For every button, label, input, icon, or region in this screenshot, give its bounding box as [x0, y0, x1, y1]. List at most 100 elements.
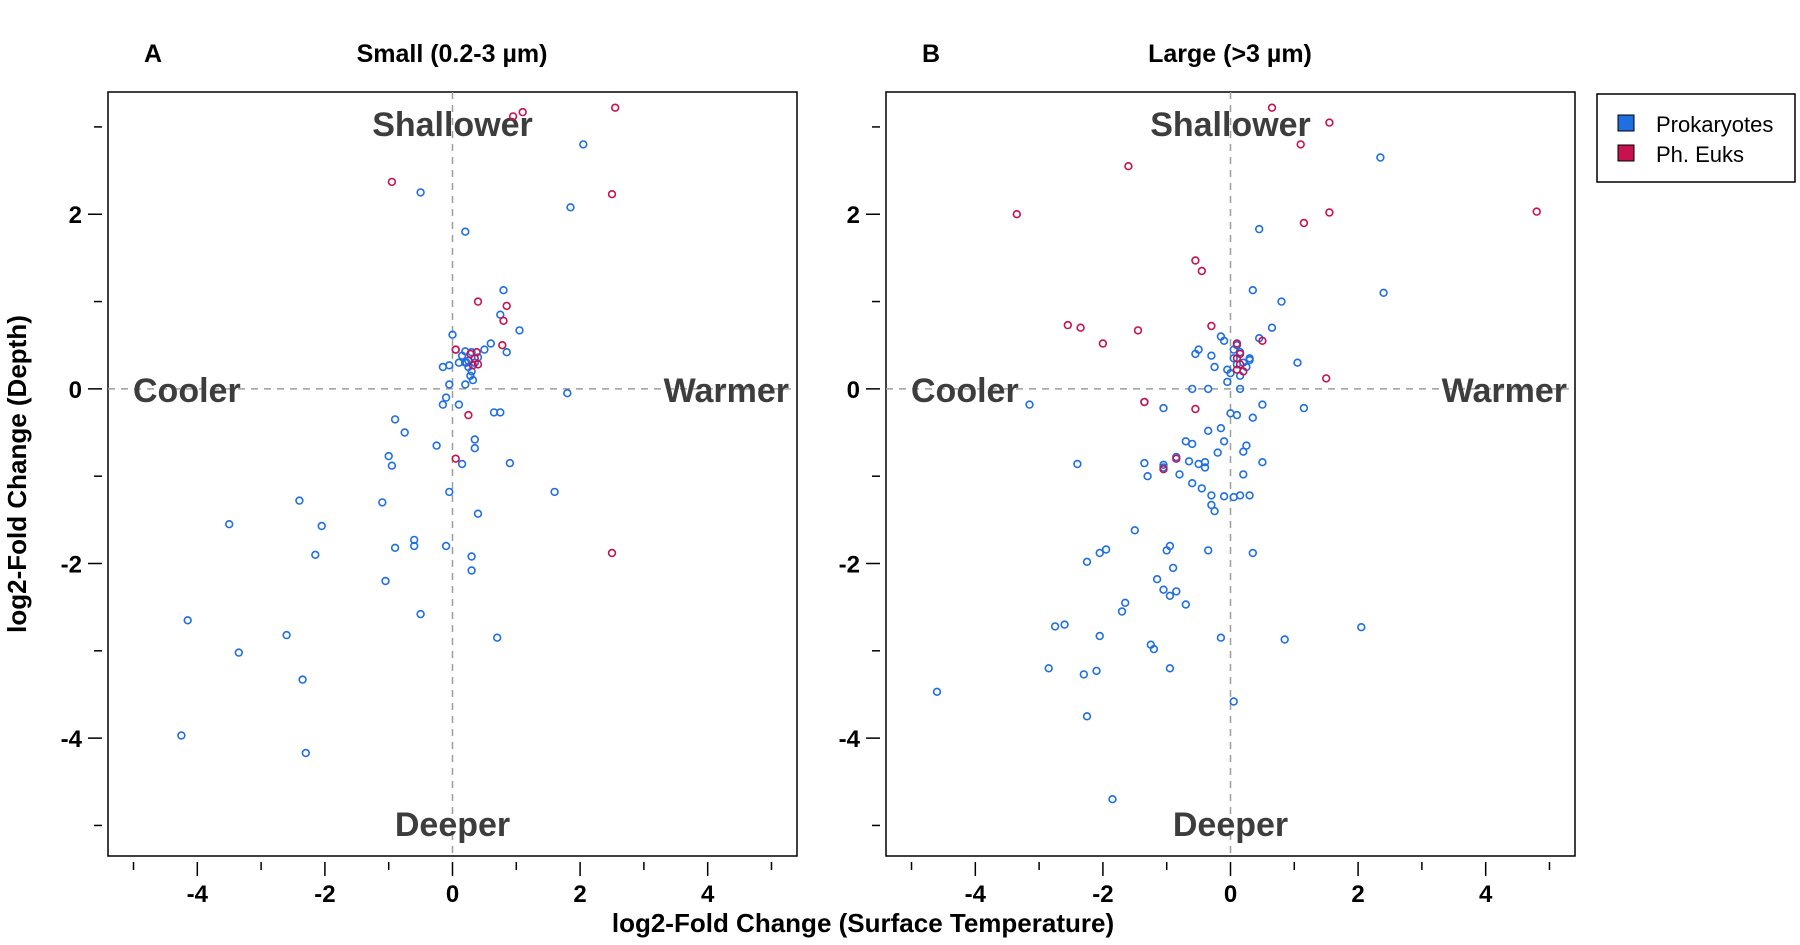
panel-title: Large (>3 µm): [1148, 40, 1312, 68]
data-point: [610, 103, 620, 112]
legend-swatch-prokaryotes: [1617, 114, 1635, 132]
data-point: [550, 487, 559, 497]
data-point: [470, 444, 479, 453]
data-point: [1165, 591, 1175, 600]
data-point: [1280, 635, 1289, 644]
data-point: [607, 190, 617, 199]
data-point: [390, 543, 400, 552]
data-point: [1267, 103, 1277, 112]
data-point: [1159, 460, 1168, 469]
data-point: [410, 541, 419, 551]
data-point: [468, 361, 478, 370]
quadrant-label-cooler: Cooler: [133, 372, 241, 410]
data-point: [1267, 323, 1277, 332]
data-point: [1235, 384, 1245, 394]
x-axis-title: log2-Fold Change (Surface Temperature): [612, 908, 1114, 938]
data-point: [1025, 400, 1034, 409]
data-point: [502, 348, 511, 357]
data-point: [384, 451, 393, 461]
data-point: [502, 301, 511, 311]
data-point: [1172, 454, 1181, 463]
data-point: [1187, 439, 1197, 449]
data-point: [1239, 470, 1248, 479]
data-point: [445, 380, 454, 389]
y-tick-label: -2: [61, 551, 82, 578]
data-point: [1143, 472, 1152, 481]
y-tick-label: 0: [847, 377, 860, 404]
data-point: [1082, 557, 1092, 566]
data-point: [1079, 670, 1089, 679]
data-point: [1277, 297, 1286, 306]
data-point: [1203, 384, 1213, 394]
data-point: [295, 496, 304, 505]
data-point: [1095, 548, 1104, 558]
data-point: [1191, 349, 1200, 359]
data-point: [416, 188, 425, 197]
data-point: [1258, 458, 1267, 467]
y-tick-label: -4: [839, 726, 861, 753]
data-point: [1293, 358, 1302, 367]
data-point: [1232, 410, 1242, 420]
data-point: [480, 345, 489, 354]
legend: Prokaryotes Ph. Euks: [1596, 93, 1796, 183]
data-point: [1223, 377, 1232, 387]
data-point: [234, 648, 244, 657]
data-point: [499, 286, 508, 295]
x-tick-label: -2: [1092, 881, 1113, 908]
x-tick-label: -2: [314, 881, 335, 908]
data-point: [1162, 546, 1171, 555]
data-point: [1168, 563, 1178, 573]
x-tick-label: 0: [446, 881, 459, 908]
data-point: [387, 461, 397, 470]
data-point: [1108, 794, 1117, 804]
panel-b: -4 -2 0 2 4 -4 -2 0 2 B Large (>3 µm) Shallower Deep…: [839, 40, 1576, 908]
data-point: [1210, 506, 1219, 516]
panel-a: -4 -2 0 2 4 -4 -2 0 2 A Small (0.2-3 µm) Shallower D…: [61, 40, 798, 908]
data-point: [1258, 400, 1267, 409]
legend-label-prokaryotes: Prokaryotes: [1656, 112, 1773, 137]
data-point: [432, 441, 441, 450]
data-point: [461, 227, 470, 236]
data-point: [1219, 492, 1229, 501]
data-point: [464, 410, 473, 420]
data-point: [566, 203, 575, 212]
data-point: [1073, 459, 1082, 469]
data-point: [441, 393, 451, 402]
data-point: [1532, 207, 1541, 216]
data-point: [378, 498, 387, 507]
data-point: [1325, 208, 1334, 217]
data-point: [1130, 526, 1140, 535]
quadrant-label-deeper: Deeper: [395, 806, 510, 844]
y-tick-label: -4: [61, 726, 83, 753]
data-point: [454, 400, 464, 409]
data-point: [1232, 339, 1242, 348]
data-point: [1235, 491, 1245, 500]
legend-label-ph-euks: Ph. Euks: [1656, 142, 1744, 167]
data-point: [1197, 266, 1207, 276]
quadrant-label-warmer: Warmer: [664, 372, 789, 410]
data-point: [1076, 323, 1085, 332]
data-point: [1200, 458, 1210, 467]
quadrant-label-shallower: Shallower: [1150, 106, 1311, 144]
data-point: [461, 380, 470, 389]
data-point: [1258, 336, 1267, 345]
data-point: [1159, 465, 1168, 474]
data-point: [177, 731, 186, 740]
series-ph-euks: [387, 103, 620, 558]
data-point: [1165, 664, 1175, 673]
data-point: [1044, 664, 1053, 673]
data-point: [381, 576, 390, 586]
data-point: [1092, 666, 1101, 676]
data-point: [1159, 403, 1168, 413]
data-point: [473, 297, 483, 306]
data-point: [311, 550, 320, 559]
data-point: [473, 360, 483, 369]
quadrant-label-cooler: Cooler: [911, 372, 1019, 410]
y-tick-label: 2: [847, 202, 860, 229]
data-point: [1357, 622, 1366, 632]
data-point: [1207, 321, 1216, 331]
data-point: [1140, 397, 1149, 407]
data-point: [1299, 218, 1309, 228]
data-point: [400, 428, 409, 437]
y-tick-label: 0: [69, 377, 82, 404]
